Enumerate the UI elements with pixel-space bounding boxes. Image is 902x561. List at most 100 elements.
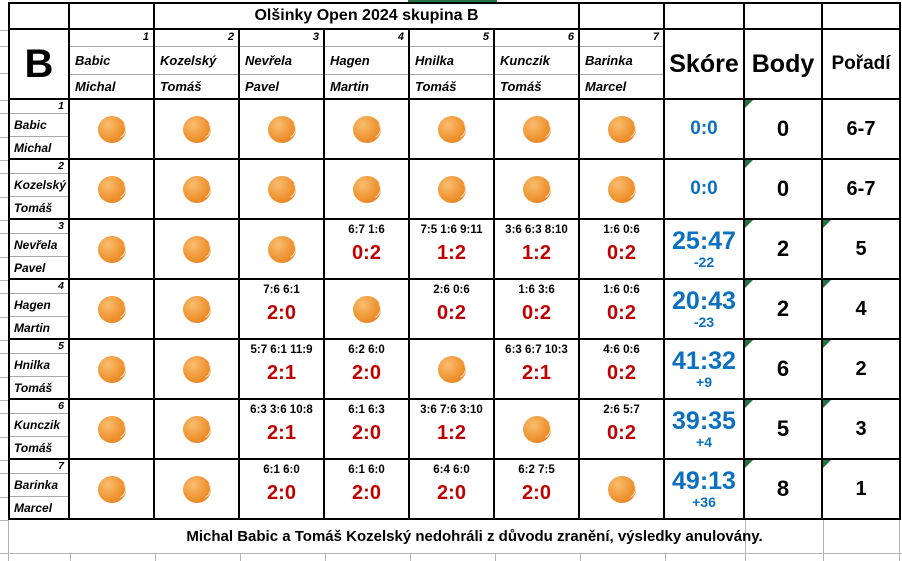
match-cell[interactable] (410, 100, 495, 160)
rank-cell[interactable]: 4 (823, 280, 901, 340)
note-cell[interactable]: Michal Babic a Tomáš Kozelský nedohráli … (8, 520, 901, 553)
points-cell[interactable]: 8 (745, 460, 823, 520)
rank-cell[interactable]: 6-7 (823, 160, 901, 220)
match-cell[interactable] (155, 220, 240, 280)
row-label-cell[interactable]: 7 Barinka Marcel (10, 460, 70, 520)
match-cell[interactable]: 6:1 6:3 2:0 (325, 400, 410, 460)
match-cell[interactable] (495, 160, 580, 220)
match-cell[interactable] (70, 400, 155, 460)
match-cell[interactable]: 6:2 7:5 2:0 (495, 460, 580, 520)
score-cell[interactable]: 25:47 -22 (665, 220, 745, 280)
match-cell[interactable] (240, 160, 325, 220)
match-cell[interactable] (155, 460, 240, 520)
row-label-cell[interactable]: 3 Nevřela Pavel (10, 220, 70, 280)
score-cell[interactable]: 0:0 (665, 100, 745, 160)
match-cell[interactable] (495, 400, 580, 460)
match-cell[interactable]: 1:6 0:6 0:2 (580, 280, 665, 340)
match-cell[interactable] (70, 340, 155, 400)
match-cell[interactable]: 6:2 6:0 2:0 (325, 340, 410, 400)
score-cell[interactable]: 20:43 -23 (665, 280, 745, 340)
gridline (0, 553, 902, 554)
match-cell[interactable] (580, 100, 665, 160)
match-cell[interactable] (155, 160, 240, 220)
empty-cell[interactable] (580, 4, 665, 30)
score-cell[interactable]: 0:0 (665, 160, 745, 220)
match-cell[interactable]: 5:7 6:1 11:9 2:1 (240, 340, 325, 400)
row-label-cell[interactable]: 5 Hnilka Tomáš (10, 340, 70, 400)
score-cell[interactable]: 39:35 +4 (665, 400, 745, 460)
match-cell[interactable] (410, 160, 495, 220)
gridline (0, 520, 8, 521)
match-cell[interactable] (325, 160, 410, 220)
score-header-cell[interactable]: Skóre (665, 30, 745, 100)
match-cell[interactable] (155, 100, 240, 160)
group-letter-cell[interactable]: B (10, 30, 70, 100)
match-cell[interactable]: 6:1 6:0 2:0 (240, 460, 325, 520)
points-cell[interactable]: 6 (745, 340, 823, 400)
empty-cell[interactable] (70, 4, 155, 30)
rank-cell[interactable]: 5 (823, 220, 901, 280)
match-cell[interactable]: 7:5 1:6 9:11 1:2 (410, 220, 495, 280)
row-label-cell[interactable]: 4 Hagen Martin (10, 280, 70, 340)
row-label-cell[interactable]: 1 Babic Michal (10, 100, 70, 160)
match-cell[interactable] (70, 220, 155, 280)
match-cell[interactable]: 6:3 3:6 10:8 2:1 (240, 400, 325, 460)
match-cell[interactable]: 6:7 1:6 0:2 (325, 220, 410, 280)
match-cell[interactable]: 3:6 7:6 3:10 1:2 (410, 400, 495, 460)
empty-cell[interactable] (665, 4, 745, 30)
empty-cell[interactable] (823, 4, 901, 30)
empty-cell[interactable] (745, 4, 823, 30)
match-cell[interactable]: 2:6 0:6 0:2 (410, 280, 495, 340)
player-header-cell[interactable]: 1 Babic Michal (70, 30, 155, 100)
match-cell[interactable]: 1:6 3:6 0:2 (495, 280, 580, 340)
points-cell[interactable]: 2 (745, 220, 823, 280)
points-header-cell[interactable]: Body (745, 30, 823, 100)
rank-cell[interactable]: 2 (823, 340, 901, 400)
rank-cell[interactable]: 1 (823, 460, 901, 520)
row-label-cell[interactable]: 6 Kunczik Tomáš (10, 400, 70, 460)
player-header-cell[interactable]: 5 Hnilka Tomáš (410, 30, 495, 100)
match-cell[interactable]: 6:3 6:7 10:3 2:1 (495, 340, 580, 400)
match-cell[interactable] (70, 100, 155, 160)
row-label-cell[interactable]: 2 Kozelský Tomáš (10, 160, 70, 220)
match-cell[interactable]: 2:6 5:7 0:2 (580, 400, 665, 460)
row-firstname: Michal (14, 140, 52, 155)
player-header-cell[interactable]: 2 Kozelský Tomáš (155, 30, 240, 100)
match-cell[interactable]: 6:4 6:0 2:0 (410, 460, 495, 520)
match-cell[interactable] (325, 100, 410, 160)
points-cell[interactable]: 0 (745, 100, 823, 160)
match-cell[interactable]: 4:6 0:6 0:2 (580, 340, 665, 400)
player-header-cell[interactable]: 6 Kunczik Tomáš (495, 30, 580, 100)
match-cell[interactable]: 1:6 0:6 0:2 (580, 220, 665, 280)
match-cell[interactable]: 7:6 6:1 2:0 (240, 280, 325, 340)
match-cell[interactable] (580, 160, 665, 220)
score-cell[interactable]: 49:13 +36 (665, 460, 745, 520)
rank-header-cell[interactable]: Pořadí (823, 30, 901, 100)
match-cell[interactable] (410, 340, 495, 400)
score-cell[interactable]: 41:32 +9 (665, 340, 745, 400)
match-cell[interactable] (70, 460, 155, 520)
match-cell[interactable] (240, 100, 325, 160)
match-cell[interactable] (240, 220, 325, 280)
player-header-cell[interactable]: 3 Nevřela Pavel (240, 30, 325, 100)
match-cell[interactable] (495, 100, 580, 160)
match-cell[interactable] (70, 160, 155, 220)
rank-cell[interactable]: 3 (823, 400, 901, 460)
match-cell[interactable] (325, 280, 410, 340)
player-header-cell[interactable]: 7 Barinka Marcel (580, 30, 665, 100)
match-cell[interactable]: 6:1 6:0 2:0 (325, 460, 410, 520)
match-cell[interactable] (155, 400, 240, 460)
table-title-cell[interactable]: Olšinky Open 2024 skupina B (155, 4, 580, 30)
match-cell[interactable] (580, 460, 665, 520)
match-cell[interactable]: 3:6 6:3 8:10 1:2 (495, 220, 580, 280)
match-cell[interactable] (70, 280, 155, 340)
points-cell[interactable]: 5 (745, 400, 823, 460)
match-cell[interactable] (155, 340, 240, 400)
points-cell[interactable]: 0 (745, 160, 823, 220)
ball-icon (352, 175, 381, 203)
points-cell[interactable]: 2 (745, 280, 823, 340)
match-cell[interactable] (155, 280, 240, 340)
empty-cell[interactable] (10, 4, 70, 30)
rank-cell[interactable]: 6-7 (823, 100, 901, 160)
player-header-cell[interactable]: 4 Hagen Martin (325, 30, 410, 100)
